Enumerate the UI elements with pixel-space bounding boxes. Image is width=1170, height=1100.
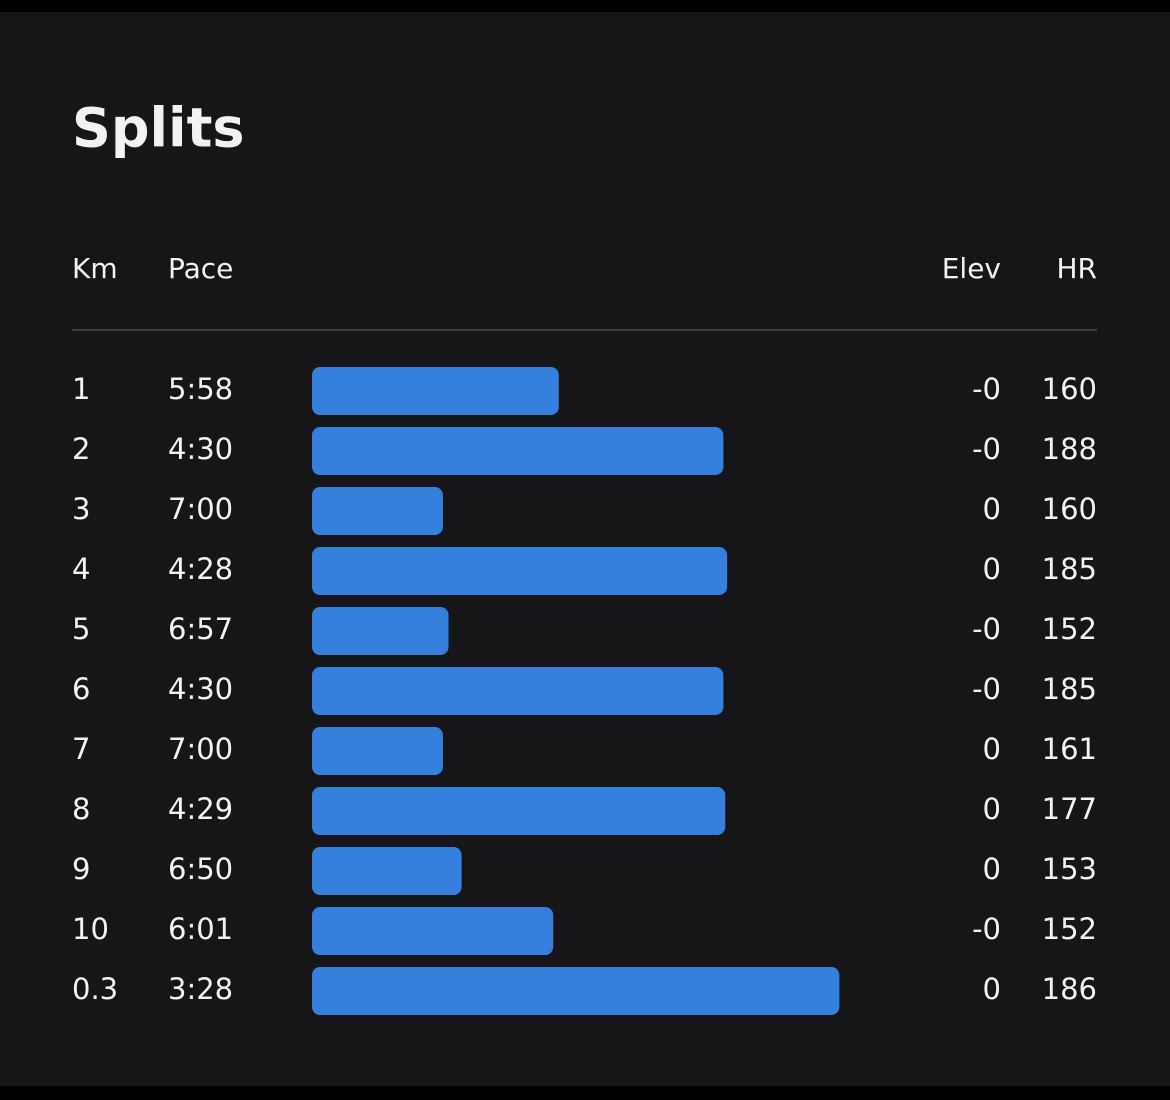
elev-cell: 0 — [983, 552, 1001, 586]
column-header: Pace — [168, 252, 233, 285]
pace-cell: 4:29 — [168, 792, 233, 826]
hr-cell: 188 — [1042, 432, 1097, 466]
hr-cell: 161 — [1042, 732, 1097, 766]
pace-bar — [312, 667, 724, 715]
pace-cell: 6:50 — [168, 852, 233, 886]
elev-cell: 0 — [983, 792, 1001, 826]
km-cell: 8 — [72, 792, 90, 826]
column-header: HR — [1056, 252, 1097, 285]
pace-bar — [312, 547, 728, 595]
pace-bar — [312, 907, 554, 955]
pace-bar — [312, 607, 449, 655]
pace-bar — [312, 727, 443, 775]
splits-panel: Splits Km Pace Elev HR 1 5:58 -0 160 2 4:30 -0 188 3… — [0, 12, 1170, 1086]
hr-cell: 185 — [1042, 672, 1097, 706]
km-cell: 10 — [72, 912, 109, 946]
pace-cell: 7:00 — [168, 732, 233, 766]
pace-cell: 7:00 — [168, 492, 233, 526]
elev-cell: 0 — [983, 852, 1001, 886]
pace-cell: 6:01 — [168, 912, 233, 946]
pace-cell: 4:30 — [168, 432, 233, 466]
splits-table: Splits Km Pace Elev HR 1 5:58 -0 160 2 4:30 -0 188 3… — [72, 97, 1097, 1015]
pace-cell: 3:28 — [168, 972, 233, 1006]
km-cell: 6 — [72, 672, 90, 706]
pace-bar — [312, 487, 443, 535]
pace-bar — [312, 967, 840, 1015]
km-cell: 4 — [72, 552, 90, 586]
pace-cell: 6:57 — [168, 612, 233, 646]
km-cell: 0.3 — [72, 972, 118, 1006]
km-cell: 7 — [72, 732, 90, 766]
elev-cell: -0 — [972, 372, 1001, 406]
pace-cell: 4:28 — [168, 552, 233, 586]
elev-cell: -0 — [972, 672, 1001, 706]
hr-cell: 152 — [1042, 912, 1097, 946]
pace-bar — [312, 847, 462, 895]
hr-cell: 160 — [1042, 372, 1097, 406]
elev-cell: -0 — [972, 432, 1001, 466]
km-cell: 9 — [72, 852, 90, 886]
hr-cell: 186 — [1042, 972, 1097, 1006]
hr-cell: 185 — [1042, 552, 1097, 586]
pace-cell: 4:30 — [168, 672, 233, 706]
pace-bar — [312, 367, 559, 415]
elev-cell: 0 — [983, 732, 1001, 766]
km-cell: 2 — [72, 432, 90, 466]
hr-cell: 153 — [1042, 852, 1097, 886]
elev-cell: 0 — [983, 972, 1001, 1006]
elev-cell: 0 — [983, 492, 1001, 526]
km-cell: 5 — [72, 612, 90, 646]
elev-cell: -0 — [972, 612, 1001, 646]
km-cell: 1 — [72, 372, 90, 406]
title: Splits — [72, 97, 245, 160]
hr-cell: 177 — [1042, 792, 1097, 826]
pace-bar — [312, 427, 724, 475]
km-cell: 3 — [72, 492, 90, 526]
column-header: Elev — [942, 252, 1001, 285]
pace-bar — [312, 787, 726, 835]
elev-cell: -0 — [972, 912, 1001, 946]
hr-cell: 160 — [1042, 492, 1097, 526]
hr-cell: 152 — [1042, 612, 1097, 646]
column-header: Km — [72, 252, 118, 285]
pace-cell: 5:58 — [168, 372, 233, 406]
